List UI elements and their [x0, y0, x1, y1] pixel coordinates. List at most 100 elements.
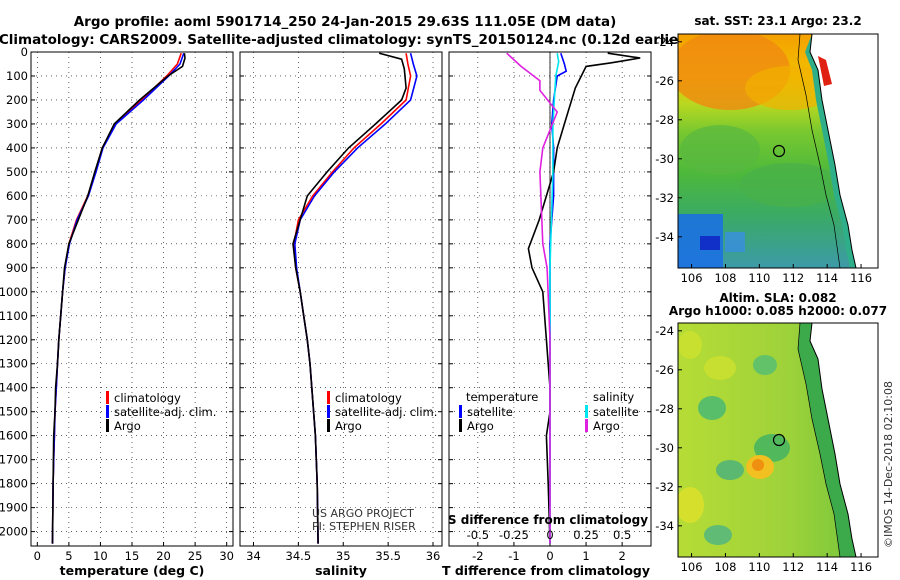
imos-credit: ©IMOS 14-Dec-2018 02:10:08 — [882, 381, 895, 548]
difference-curve-temperature-argo — [527, 52, 641, 544]
temperature-curve-satelliteadjclim — [51, 52, 185, 544]
map-y-tick-label: -28 — [655, 402, 674, 416]
s-diff-tick-label: 0 — [546, 528, 553, 542]
sst-map[interactable] — [670, 30, 878, 268]
depth-tick-label: 0 — [21, 45, 28, 59]
sla-blob — [704, 356, 736, 380]
sla-blob — [678, 331, 702, 359]
sla-map[interactable] — [676, 323, 878, 557]
legend-head-salinity: salinity — [593, 390, 634, 404]
salinity-panel-frame — [239, 51, 443, 547]
temperature-xlabel: temperature (deg C) — [60, 563, 205, 578]
sst-coastal-shelf — [805, 34, 856, 268]
salinity-curve-satelliteadjclim — [293, 53, 418, 544]
argo-position-marker — [772, 433, 786, 447]
depth-tick-label: 400 — [6, 141, 28, 155]
depth-tick-label: 700 — [6, 213, 28, 227]
sla-map-ticks: 106 108 110 112 114 116 -24 -26 -28 -30 -32 -34 — [655, 324, 872, 574]
map-x-tick-label: 116 — [850, 271, 872, 285]
sst-green-patch — [740, 163, 840, 207]
sla-isobath — [797, 323, 841, 557]
x-tick-label: 1 — [582, 549, 589, 563]
depth-tick-label: 600 — [6, 189, 28, 203]
x-tick-label: 0 — [34, 549, 41, 563]
figure-title-line2: Climatology: CARS2009. Satellite-adjuste… — [0, 32, 691, 48]
x-tick-label: 35.5 — [375, 549, 401, 563]
legend-label-argo: Argo — [114, 419, 141, 433]
map-y-tick-label: -34 — [655, 230, 674, 244]
map-y-tick-label: -32 — [655, 480, 674, 494]
map-x-tick-label: 110 — [748, 271, 770, 285]
s-diff-tick-label: 0.25 — [573, 528, 599, 542]
legend-label-t-satellite: satellite — [467, 405, 513, 419]
legend-swatch-argo — [327, 419, 330, 432]
legend-label-climatology: climatology — [335, 391, 402, 405]
map-y-tick-label: -26 — [655, 74, 674, 88]
depth-tick-label: 1400 — [0, 381, 28, 395]
argo-position-marker — [772, 144, 786, 158]
depth-tick-label: 300 — [6, 117, 28, 131]
legend-label-satellite: satellite-adj. clim. — [114, 405, 216, 419]
sla-blob — [678, 487, 704, 523]
legend-swatch-s-argo — [585, 419, 588, 432]
map-x-tick-label: 110 — [748, 560, 770, 574]
legend-label-s-argo: Argo — [593, 419, 620, 433]
x-tick-label: 34 — [246, 549, 261, 563]
salinity-xlabel: salinity — [315, 563, 367, 578]
legend-label-climatology: climatology — [114, 391, 181, 405]
legend-label-s-satellite: satellite — [593, 405, 639, 419]
sla-blob — [754, 434, 790, 462]
s-diff-tick-label: -0.25 — [499, 528, 529, 542]
x-tick-label: 34.5 — [286, 549, 312, 563]
s-diff-tick-label: -0.5 — [467, 528, 489, 542]
depth-tick-label: 1300 — [0, 357, 28, 371]
sst-warm-patch — [745, 66, 835, 110]
sla-map-title-line1: Altim. SLA: 0.082 — [719, 291, 836, 305]
sla-blob — [753, 355, 777, 375]
sst-coastline — [809, 34, 857, 268]
legend-swatch-satellite — [106, 405, 109, 418]
x-tick-label: 30 — [219, 549, 234, 563]
map-x-tick-label: 106 — [681, 560, 703, 574]
depth-tick-label: 1700 — [0, 453, 28, 467]
depth-tick-label: 1600 — [0, 429, 28, 443]
credit-project: US ARGO PROJECT — [312, 507, 414, 520]
sla-blob — [704, 525, 732, 545]
map-x-tick-label: 116 — [850, 560, 872, 574]
depth-tick-label: 2000 — [0, 525, 28, 539]
temperature-curve-argo — [51, 53, 186, 544]
sst-isobath — [797, 34, 841, 268]
map-x-tick-label: 114 — [816, 271, 838, 285]
map-x-tick-label: 114 — [816, 560, 838, 574]
depth-tick-label: 1900 — [0, 501, 28, 515]
sla-blob — [716, 460, 744, 480]
sla-map-frame — [677, 322, 879, 558]
depth-tick-label: 500 — [6, 165, 28, 179]
difference-legend: temperature satellite Argo salinity sate… — [459, 390, 639, 433]
sla-coastline — [809, 323, 857, 557]
sst-map-ticks: 106 108 110 112 114 116 -24 -26 -28 -30 -32 -34 — [655, 35, 872, 285]
map-y-tick-label: -34 — [655, 519, 674, 533]
legend-swatch-climatology — [327, 391, 330, 404]
map-x-tick-label: 112 — [782, 560, 804, 574]
map-x-tick-label: 108 — [714, 271, 736, 285]
x-tick-label: 36 — [426, 549, 441, 563]
map-y-tick-label: -24 — [655, 35, 674, 49]
map-y-tick-label: -28 — [655, 113, 674, 127]
sla-land — [810, 323, 878, 557]
sla-map-title-line2: Argo h1000: 0.085 h2000: 0.077 — [669, 304, 887, 318]
x-tick-label: 2 — [618, 549, 625, 563]
x-tick-label: 5 — [65, 549, 72, 563]
map-y-tick-label: -26 — [655, 363, 674, 377]
curve-layer — [51, 52, 641, 544]
map-y-tick-label: -30 — [655, 152, 674, 166]
depth-tick-label: 200 — [6, 93, 28, 107]
sla-blob — [698, 396, 726, 420]
depth-tick-label: 1500 — [0, 405, 28, 419]
x-tick-label: 0 — [546, 549, 553, 563]
legend-swatch-climatology — [106, 391, 109, 404]
sst-red-coastal-patch — [818, 56, 832, 86]
legend-swatch-s-satellite — [585, 405, 588, 418]
difference-curve-salinity-argo — [506, 52, 559, 544]
depth-tick-label: 1800 — [0, 477, 28, 491]
